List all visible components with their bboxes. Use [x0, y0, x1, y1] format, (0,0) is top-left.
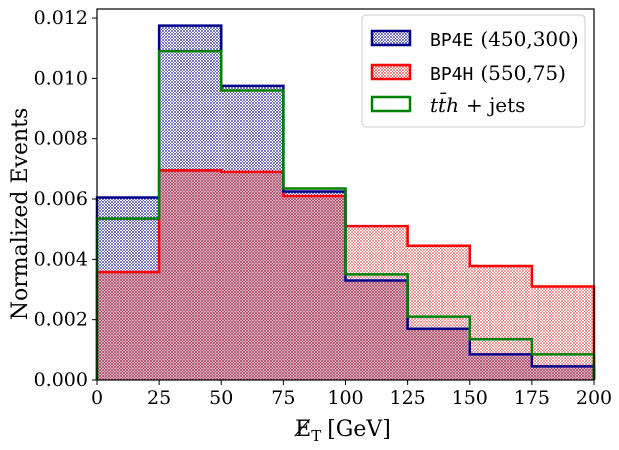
bar-bp4h-5 [407, 245, 470, 380]
legend-swatch-tth [370, 95, 412, 113]
bar-bp4h-4 [345, 226, 408, 380]
overlap-bin-2 [221, 171, 284, 380]
x-axis-label: E̸T [GeV] [294, 417, 391, 445]
overlap-bin-1 [159, 170, 222, 380]
legend-label-bp4h: BP4H (550,75) [430, 61, 566, 85]
y-tick-label: 0.008 [34, 128, 88, 150]
y-tick-label: 0.010 [34, 67, 88, 89]
y-tick-label: 0.004 [34, 248, 88, 270]
bar-bp4h-2 [221, 171, 284, 380]
legend-label-tth-math: tt̄h [430, 92, 459, 117]
y-tick-label: 0.002 [34, 309, 88, 331]
bar-bp4h-0 [97, 272, 160, 380]
overlap-bin-6 [469, 354, 532, 380]
legend-swatch-bp4h [370, 63, 412, 81]
legend-label-bp4h-code: BP4H [430, 64, 473, 85]
x-tick-label: 25 [147, 387, 171, 409]
overlap-bin-4 [345, 280, 408, 380]
bar-bp4h-1 [159, 170, 222, 380]
overlap-region [97, 170, 594, 380]
x-tick-label: 75 [271, 387, 295, 409]
overlap-bin-3 [283, 196, 346, 380]
overlap-bin-5 [407, 328, 470, 380]
y-tick-label: 0.012 [34, 7, 88, 29]
x-axis-ticks: 0 25 50 75 100 125 150 175 200 [91, 380, 612, 409]
x-tick-label: 175 [514, 387, 550, 409]
x-tick-label: 50 [209, 387, 233, 409]
bar-bp4h-7 [531, 286, 594, 380]
x-tick-label: 200 [576, 387, 612, 409]
x-axis-label-main: E̸ [294, 417, 311, 442]
y-tick-label: 0.000 [34, 369, 88, 391]
overlap-bin-7 [531, 366, 594, 380]
legend-label-bp4e: BP4E (450,300) [430, 27, 579, 51]
y-tick-label: 0.006 [34, 188, 88, 210]
x-tick-label: 150 [452, 387, 488, 409]
legend-label-bp4h-params: (550,75) [480, 61, 566, 85]
legend-swatch-bp4e [370, 29, 412, 47]
series-bp4h-bars [97, 170, 594, 380]
legend: BP4E (450,300) BP4H (550,75) tt̄h + jets [361, 14, 586, 128]
x-axis-label-sub: T [311, 427, 321, 445]
legend-label-bp4e-params: (450,300) [480, 27, 578, 51]
overlap-bin-0 [97, 272, 160, 380]
y-axis-label: Normalized Events [8, 108, 33, 321]
step-outlines [95, 24, 596, 380]
legend-label-bp4e-code: BP4E [430, 30, 473, 51]
x-tick-label: 100 [327, 387, 363, 409]
legend-box [361, 14, 586, 128]
x-tick-label: 125 [389, 387, 425, 409]
x-tick-label: 0 [91, 387, 103, 409]
y-axis-ticks: 0.000 0.002 0.004 0.006 0.008 0.010 0.012 [34, 7, 97, 391]
bar-bp4h-3 [283, 196, 346, 380]
step-line-tth [95, 49, 596, 380]
legend-label-tth-jets: + jets [466, 93, 525, 117]
x-axis-label-unit: [GeV] [327, 417, 391, 442]
legend-label-tth: tt̄h + jets [430, 92, 525, 117]
bar-bp4h-6 [469, 265, 532, 380]
